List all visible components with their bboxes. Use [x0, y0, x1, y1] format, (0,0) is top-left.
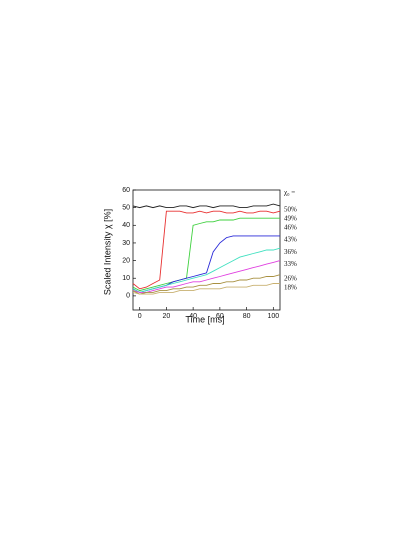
series-label: 26% [284, 274, 297, 282]
y-tick-label: 40 [122, 222, 130, 229]
y-tick-label: 30 [122, 240, 130, 247]
series-label: 18% [284, 283, 297, 291]
series-line [132, 274, 281, 295]
series-label: 33% [284, 260, 297, 268]
x-axis-title: Time [ms] [185, 314, 224, 324]
series-line [132, 235, 280, 293]
y-tick-label: 0 [126, 293, 130, 300]
series-line [132, 283, 280, 295]
series-line [132, 217, 280, 292]
y-tick-label: 50 [122, 204, 130, 211]
series-label: 50% [284, 205, 297, 213]
series-label: 46% [284, 223, 297, 231]
x-tick-label: 20 [163, 313, 171, 320]
series-line [132, 247, 281, 293]
x-tick-label: 40 [189, 313, 197, 320]
y-tick-label: 10 [122, 275, 130, 282]
x-tick-label: 0 [138, 313, 142, 320]
series-line [132, 260, 281, 293]
plot-frame [132, 189, 281, 311]
y-axis-title: Scaled Intensity χ [%] [102, 209, 112, 295]
series-line [132, 210, 281, 290]
legend-title: χ₀ = [284, 189, 295, 197]
series-label: 36% [284, 248, 297, 256]
series-label: 49% [284, 214, 297, 222]
x-tick-label: 60 [216, 313, 224, 320]
y-tick-label: 20 [122, 257, 130, 264]
series-line [132, 203, 281, 209]
series-label: 43% [284, 235, 297, 243]
x-tick-label: 100 [267, 313, 279, 320]
x-tick-label: 80 [243, 313, 251, 320]
y-tick-label: 60 [122, 187, 130, 194]
